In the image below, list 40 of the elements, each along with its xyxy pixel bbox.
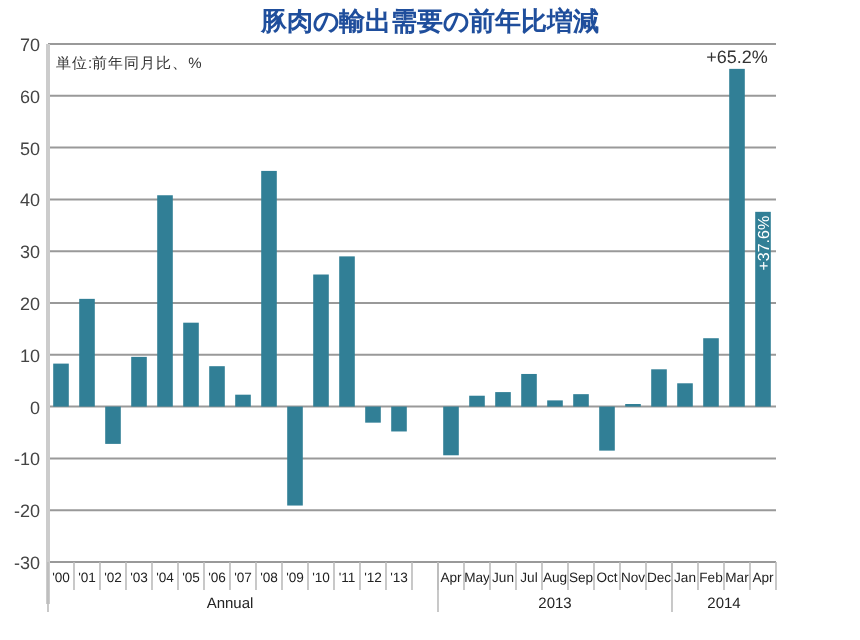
- y-tick-label: 0: [29, 397, 40, 418]
- bar: [209, 366, 225, 407]
- bar: [469, 395, 485, 407]
- data-label: +37.6%: [755, 215, 773, 271]
- bar: [651, 369, 667, 407]
- bar: [599, 406, 615, 451]
- y-tick-label: 70: [19, 35, 40, 55]
- y-tick-label: 20: [19, 294, 40, 314]
- bar: [287, 406, 303, 506]
- y-tick-label: -30: [13, 553, 40, 573]
- chart-title: 豚肉の輸出需要の前年比増減: [259, 6, 599, 36]
- y-tick-label: 60: [19, 86, 40, 107]
- bar: [235, 394, 251, 407]
- bar: [573, 394, 589, 407]
- bar: [261, 170, 277, 407]
- y-tick-label: 40: [19, 190, 40, 211]
- bar: [521, 373, 537, 407]
- bar: [131, 356, 147, 407]
- bar: [53, 363, 69, 407]
- bar: [313, 274, 329, 407]
- bar: [79, 298, 95, 407]
- y-tick-label: 10: [19, 345, 40, 366]
- y-tick-label: -10: [13, 449, 40, 470]
- y-tick-label: 50: [19, 138, 40, 159]
- bar: [157, 195, 173, 407]
- bar: [443, 406, 459, 456]
- y-tick-label: 30: [19, 242, 40, 263]
- bar: [105, 406, 121, 444]
- bar: [547, 400, 563, 407]
- bar: [339, 256, 355, 407]
- bar: [495, 392, 511, 407]
- bar: [183, 322, 199, 407]
- y-tick-label: -20: [13, 501, 40, 522]
- bar: [703, 338, 719, 407]
- bar: [729, 68, 745, 407]
- bar: [677, 383, 693, 407]
- bar: [755, 211, 771, 407]
- bar: [365, 406, 381, 423]
- data-label: +65.2%: [706, 46, 768, 67]
- bar: [391, 406, 407, 432]
